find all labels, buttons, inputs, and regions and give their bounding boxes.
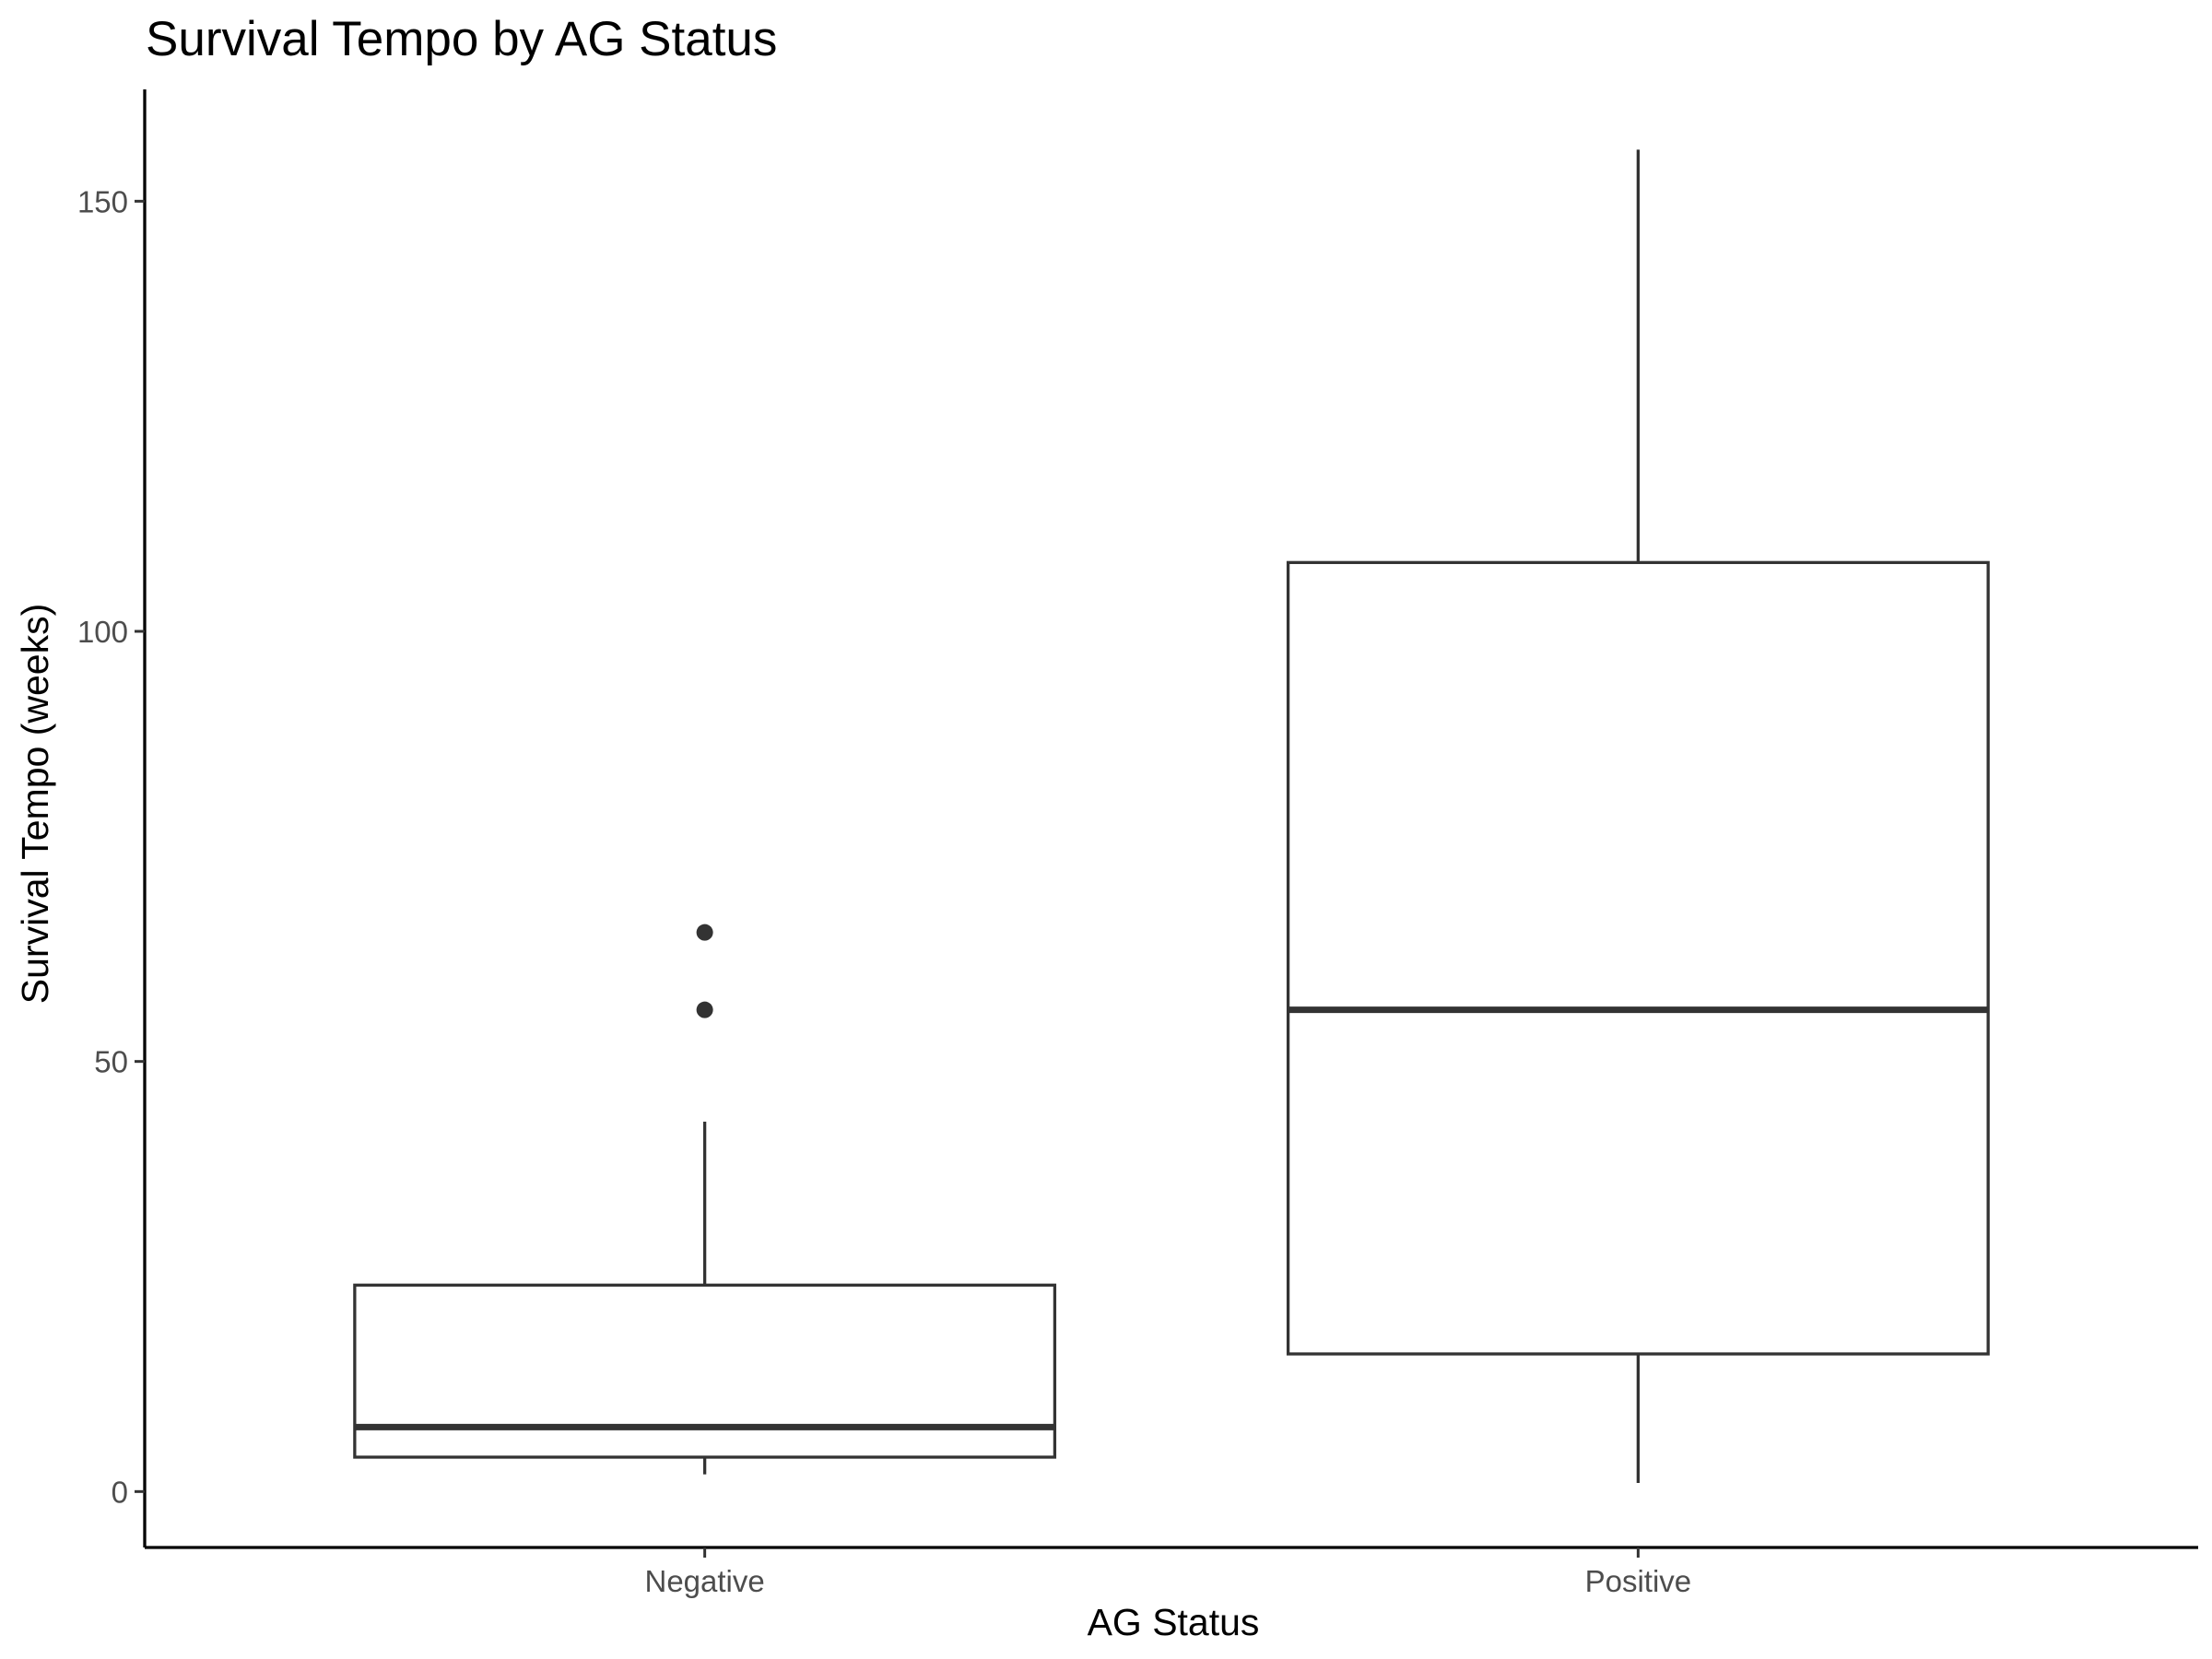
y-tick-label: 50: [94, 1045, 128, 1079]
plot-area: [353, 149, 1990, 1483]
outlier-point: [696, 924, 713, 941]
iqr-box: [353, 1283, 1057, 1459]
y-tick-label: 100: [77, 615, 128, 649]
iqr-box: [1286, 560, 1990, 1356]
outlier-point: [696, 1001, 713, 1018]
y-axis-title: Survival Tempo (weeks): [14, 604, 56, 1004]
x-axis-title: AG Status: [1088, 1601, 1260, 1643]
box-group-positive: [1286, 149, 1990, 1483]
x-axis-ticks: Negative Positive: [645, 1547, 1692, 1598]
y-tick-label: 0: [112, 1475, 128, 1509]
box-group-negative: [353, 924, 1057, 1475]
y-tick-label: 150: [77, 184, 128, 218]
chart-title: Survival Tempo by AG Status: [146, 12, 777, 66]
x-tick-label: Positive: [1585, 1564, 1692, 1598]
x-tick-label: Negative: [645, 1564, 765, 1598]
y-axis-ticks: 0 50 100 150: [77, 184, 145, 1509]
